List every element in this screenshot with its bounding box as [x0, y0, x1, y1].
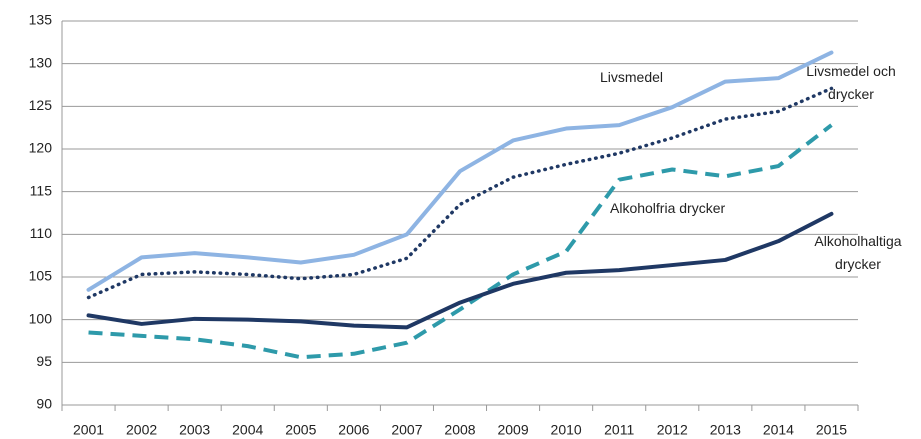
series-line	[86, 211, 834, 330]
y-tick-label: 95	[36, 353, 52, 369]
y-tick-label: 120	[29, 140, 53, 156]
annotation-line: drycker	[828, 86, 874, 102]
y-tick-label: 110	[30, 225, 53, 241]
x-tick-label: 2012	[657, 422, 688, 438]
y-tick-label: 105	[29, 268, 53, 284]
annotation: Alkoholhaltiga drycker	[814, 233, 901, 272]
y-tick-label: 125	[29, 97, 53, 113]
y-tick-label: 90	[36, 396, 52, 412]
x-tick-label: 2003	[179, 422, 210, 438]
x-tick-label: 2005	[285, 422, 316, 438]
annotation-line: drycker	[835, 256, 881, 272]
y-tick-label: 130	[29, 54, 53, 70]
x-tick-label: 2007	[391, 422, 422, 438]
x-tick-label: 2006	[338, 422, 369, 438]
y-tick-label: 100	[29, 310, 53, 326]
series-line	[86, 50, 834, 292]
annotation-line: Livsmedel	[600, 69, 663, 85]
x-tick-label: 2014	[763, 422, 794, 438]
annotation-line: Alkoholhaltiga	[814, 233, 901, 249]
x-tick-label: 2013	[710, 422, 741, 438]
x-tick-label: 2008	[444, 422, 475, 438]
annotation: Alkoholfria drycker	[610, 200, 725, 216]
x-tick-label: 2010	[551, 422, 582, 438]
annotation: Livsmedel och drycker	[806, 63, 896, 102]
annotation-line: Alkoholfria drycker	[610, 200, 725, 216]
annotation-line: Livsmedel och	[806, 63, 896, 79]
y-tick-label: 135	[29, 12, 53, 28]
x-tick-label: 2011	[604, 422, 634, 438]
y-tick-label: 115	[30, 182, 53, 198]
series-line	[88, 123, 833, 360]
x-tick-label: 2002	[126, 422, 157, 438]
annotation: Livsmedel	[600, 69, 663, 85]
series-line	[86, 86, 834, 300]
x-tick-label: 2004	[232, 422, 263, 438]
x-tick-label: 2001	[73, 422, 104, 438]
x-tick-label: 2015	[816, 422, 847, 438]
x-tick-label: 2009	[497, 422, 528, 438]
